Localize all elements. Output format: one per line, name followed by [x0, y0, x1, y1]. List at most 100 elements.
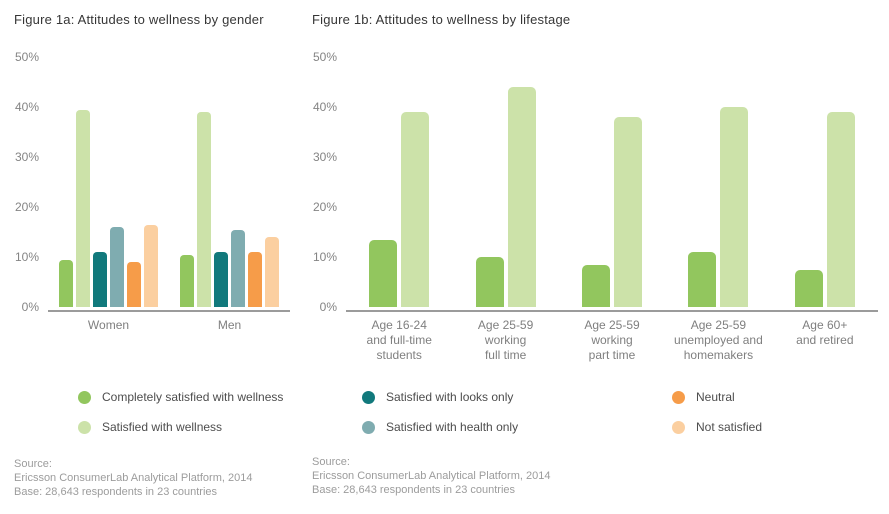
bar: [614, 117, 643, 307]
y-tick-label: 30%: [312, 150, 337, 164]
bar: [688, 252, 717, 307]
x-axis-category-label: Age 60+ and retired: [796, 318, 854, 347]
legend-dot-icon: [362, 390, 375, 404]
source-line: Ericsson ConsumerLab Analytical Platform…: [312, 470, 551, 482]
legend-dot-icon: [78, 390, 91, 404]
source-line: Source:: [312, 456, 350, 468]
legend-item-label: Satisfied with wellness: [102, 420, 223, 434]
bar-group-slot: [559, 57, 665, 307]
bar: [265, 237, 279, 307]
bar: [93, 252, 107, 307]
chart-gender: Figure 1a: Attitudes to wellness by gend…: [14, 12, 290, 333]
bar: [475, 257, 504, 307]
bar-group: [794, 112, 855, 307]
x-axis-category-label: Age 25-59 working full time: [477, 318, 534, 362]
bar: [197, 112, 211, 307]
legend-dot-icon: [672, 420, 685, 434]
bar-group-slot: [452, 57, 558, 307]
bar-group-slot: [772, 57, 878, 307]
bar: [231, 229, 245, 307]
chart-lifestage-bar-groups: [346, 57, 878, 307]
x-axis-category-label: Women: [87, 318, 130, 332]
bar: [794, 269, 823, 307]
bar: [214, 252, 228, 307]
source-line: Base: 28,643 respondents in 23 countries: [14, 486, 218, 498]
bar-group-slot: [48, 57, 169, 307]
chart-gender-bar-groups: [48, 57, 290, 307]
source-block-lifestage: Source: Ericsson ConsumerLab Analytical …: [312, 455, 550, 497]
legend-column: Satisfied with looks only Satisfied with …: [362, 390, 518, 434]
chart-gender-plot-row: 0% 10% 20% 30% 40% 50%: [14, 51, 290, 314]
bar: [110, 227, 124, 307]
legend-dot-icon: [362, 420, 375, 434]
legend-dot-icon: [78, 420, 91, 434]
y-tick-label: 40%: [312, 100, 337, 114]
chart-lifestage-x-axis-labels: Age 16-24 and full-time students Age 25-59 w…: [346, 318, 878, 363]
x-axis-category-label: Men: [217, 318, 242, 332]
bar-group: [59, 109, 158, 307]
bar-group: [688, 107, 749, 307]
chart-lifestage: Figure 1b: Attitudes to wellness by life…: [312, 12, 878, 363]
x-axis-category-label: Age 25-59 working part time: [584, 318, 640, 362]
y-tick-label: 20%: [312, 200, 337, 214]
y-tick-label: 10%: [312, 250, 337, 264]
y-tick-label: 20%: [14, 200, 39, 214]
legend-item-label: Satisfied with looks only: [386, 390, 514, 404]
y-tick-label: 0%: [21, 300, 39, 314]
chart-gender-plot-area: [48, 57, 290, 312]
legend-item: Satisfied with health only: [362, 420, 518, 434]
y-tick-label: 50%: [312, 50, 337, 64]
legend-item: Completely satisfied with wellness: [78, 390, 283, 404]
legend-item-label: Completely satisfied with wellness: [102, 390, 284, 404]
bar: [369, 239, 398, 307]
x-axis-category-label: Age 25-59 unemployed and homemakers: [674, 318, 763, 362]
bar: [180, 254, 194, 307]
legend-item-label: Not satisfied: [696, 420, 763, 434]
x-axis-category-label: Age 16-24 and full-time students: [366, 318, 432, 362]
bar: [826, 112, 855, 307]
bar: [401, 112, 430, 307]
legend-item-label: Satisfied with health only: [386, 420, 519, 434]
legend-column: Neutral Not satisfied: [672, 390, 762, 434]
y-tick-label: 30%: [14, 150, 39, 164]
bar: [76, 109, 90, 307]
source-line: Source:: [14, 458, 52, 470]
legend: Completely satisfied with wellness Satisf…: [0, 390, 889, 440]
bar-group: [475, 87, 536, 307]
bar: [248, 252, 262, 307]
bar-group-slot: [169, 57, 290, 307]
legend-item-label: Neutral: [696, 390, 735, 404]
chart-gender-title: Figure 1a: Attitudes to wellness by gend…: [14, 12, 264, 27]
bar: [582, 264, 611, 307]
chart-gender-y-axis: 0% 10% 20% 30% 40% 50%: [14, 51, 48, 314]
bar-group-slot: [665, 57, 771, 307]
legend-dot-icon: [672, 390, 685, 404]
chart-lifestage-plot-area: [346, 57, 878, 312]
bar: [127, 262, 141, 307]
legend-column: Completely satisfied with wellness Satisf…: [78, 390, 283, 434]
legend-item: Satisfied with wellness: [78, 420, 283, 434]
y-tick-label: 50%: [14, 50, 39, 64]
legend-item: Not satisfied: [672, 420, 762, 434]
bar-group: [369, 112, 430, 307]
bar: [720, 107, 749, 307]
chart-lifestage-plot-row: 0% 10% 20% 30% 40% 50%: [312, 51, 878, 314]
y-tick-label: 40%: [14, 100, 39, 114]
y-tick-label: 10%: [14, 250, 39, 264]
bar: [144, 224, 158, 307]
y-tick-label: 0%: [319, 300, 337, 314]
source-line: Ericsson ConsumerLab Analytical Platform…: [14, 472, 253, 484]
chart-lifestage-y-axis: 0% 10% 20% 30% 40% 50%: [312, 51, 346, 314]
legend-item: Satisfied with looks only: [362, 390, 518, 404]
bar: [507, 87, 536, 307]
source-block-gender: Source: Ericsson ConsumerLab Analytical …: [14, 457, 252, 499]
bar: [59, 259, 73, 307]
legend-item: Neutral: [672, 390, 762, 404]
bar-group: [582, 117, 643, 307]
source-line: Base: 28,643 respondents in 23 countries: [312, 484, 516, 496]
bar-group: [180, 112, 279, 307]
chart-lifestage-title: Figure 1b: Attitudes to wellness by life…: [312, 12, 571, 27]
chart-gender-x-axis-labels: Women Men: [48, 318, 290, 333]
bar-group-slot: [346, 57, 452, 307]
